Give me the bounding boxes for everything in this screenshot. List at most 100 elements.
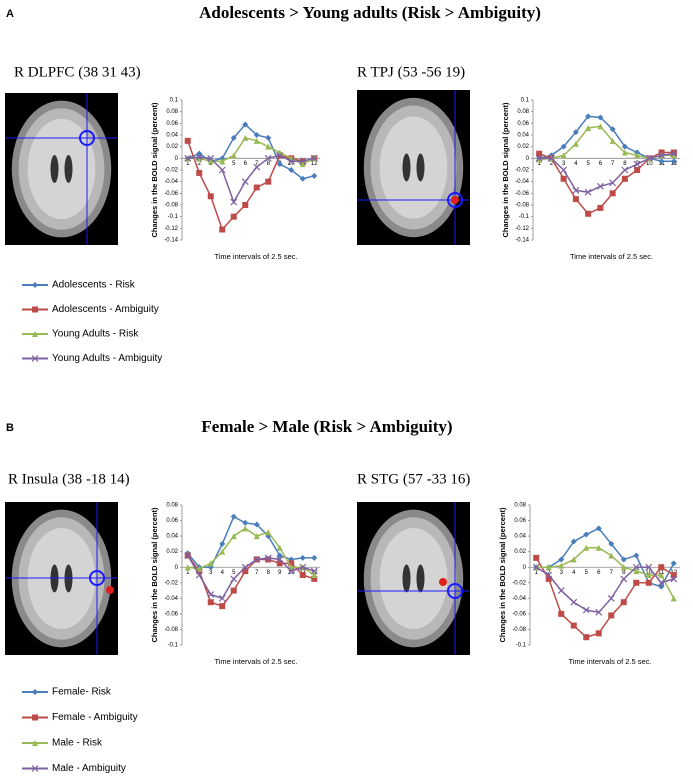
activation	[106, 586, 114, 594]
point	[572, 196, 579, 203]
point	[658, 583, 665, 590]
series-line	[187, 555, 315, 600]
point	[253, 132, 260, 138]
x-tick-label: 9	[278, 570, 282, 576]
point	[299, 157, 307, 165]
y-tick-label: 0.1	[521, 98, 530, 104]
point	[264, 154, 272, 162]
point	[585, 125, 592, 131]
x-tick-label: 4	[574, 161, 578, 167]
point	[536, 156, 543, 163]
y-tick-label: -0.1	[519, 214, 530, 220]
point	[670, 158, 677, 165]
point	[299, 175, 306, 182]
point	[658, 151, 666, 159]
region-title: R DLPFC (38 31 43)	[14, 64, 141, 80]
point	[184, 552, 192, 559]
legend-marker	[32, 740, 38, 746]
ventricle	[64, 155, 73, 183]
y-tick-label: -0.14	[164, 238, 178, 244]
point	[276, 151, 284, 159]
point	[620, 556, 627, 563]
x-tick-label: 10	[288, 570, 295, 576]
region-title: R Insula (38 -18 14)	[8, 471, 130, 487]
point	[253, 521, 260, 528]
point	[585, 210, 592, 217]
point	[195, 153, 203, 161]
point	[597, 114, 604, 121]
y-tick-label: 0	[526, 156, 530, 162]
point	[299, 563, 307, 571]
point	[607, 594, 615, 602]
point	[584, 188, 592, 196]
y-tick-label: 0.06	[166, 518, 178, 524]
point	[634, 167, 641, 173]
y-tick-label: -0.08	[515, 203, 529, 209]
x-tick-label: 4	[572, 570, 576, 576]
point	[253, 533, 260, 540]
point	[595, 608, 603, 616]
point	[532, 563, 540, 571]
y-tick-label: 0.02	[514, 549, 526, 555]
y-tick-label: -0.1	[168, 214, 179, 220]
roi-circle	[447, 583, 463, 599]
point	[608, 540, 615, 547]
x-tick-label: 5	[585, 570, 589, 576]
point	[219, 603, 226, 610]
series-line	[187, 515, 315, 568]
point	[196, 565, 203, 572]
x-tick-label: 8	[623, 161, 627, 167]
point	[242, 121, 249, 128]
y-axis-label: Changes in the BOLD signal (percent)	[150, 507, 159, 643]
y-tick-label: 0.06	[166, 121, 178, 127]
point	[253, 556, 261, 563]
y-tick-label: -0.08	[164, 203, 178, 209]
x-tick-label: 2	[547, 570, 551, 576]
y-tick-label: 0.04	[166, 534, 178, 540]
legend-marker	[32, 714, 38, 721]
point	[658, 572, 665, 578]
point	[585, 113, 592, 120]
point	[219, 548, 226, 555]
series-line	[538, 115, 674, 162]
legend-label: Adolescents - Ambiguity	[52, 304, 159, 315]
x-tick-label: 3	[560, 570, 564, 576]
panel-label: B	[6, 422, 14, 434]
point	[288, 560, 295, 567]
point	[545, 571, 553, 579]
y-tick-label: -0.1	[516, 643, 527, 649]
point	[558, 610, 565, 617]
point	[241, 178, 249, 186]
point	[570, 538, 577, 545]
point	[582, 606, 590, 614]
y-tick-label: 0	[523, 565, 527, 571]
ventricle	[50, 155, 59, 183]
y-tick-label: 0	[175, 565, 179, 571]
point	[242, 202, 249, 208]
legend-label: Female - Ambiguity	[52, 712, 138, 723]
x-tick-label: 8	[622, 570, 626, 576]
point	[299, 572, 306, 578]
point	[670, 152, 677, 159]
point	[657, 579, 665, 587]
point	[596, 182, 604, 190]
point	[230, 213, 237, 220]
point	[265, 143, 272, 150]
point	[287, 567, 295, 575]
point	[545, 564, 552, 571]
x-tick-label: 5	[232, 161, 236, 167]
point	[558, 562, 565, 569]
series-line	[535, 566, 674, 614]
x-tick-label: 1	[186, 570, 190, 576]
activation	[451, 196, 459, 204]
y-tick-label: 0.04	[166, 133, 178, 139]
point	[597, 204, 604, 211]
legend-label: Young Adults - Risk	[52, 329, 139, 340]
x-tick-label: 3	[209, 570, 213, 576]
y-tick-label: 0.02	[166, 144, 178, 150]
legend-label: Young Adults - Ambiguity	[52, 353, 162, 364]
point	[620, 564, 627, 571]
point	[645, 154, 653, 162]
point	[218, 594, 226, 602]
